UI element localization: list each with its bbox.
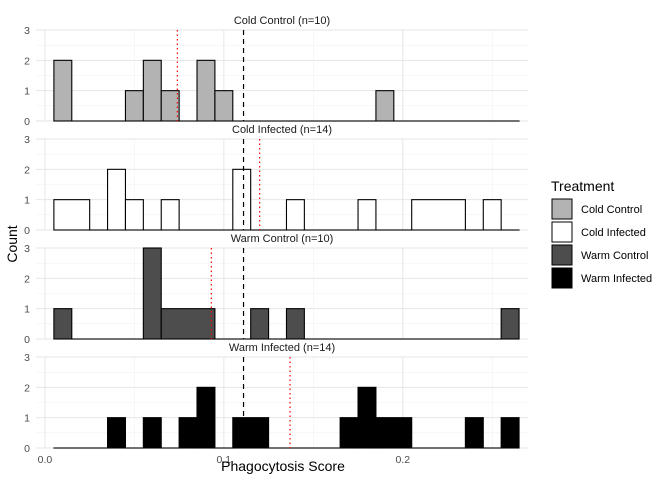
y-tick-label: 2 [24,164,30,176]
y-tick-label: 2 [24,273,30,285]
histogram-bar [339,417,359,449]
y-tick-label: 0 [24,116,30,128]
legend-title: Treatment [551,178,614,194]
legend-label: Cold Control [581,204,642,216]
facet-panel: Warm Infected (n=14) 0 1 2 3 [24,342,528,455]
y-tick-label: 2 [24,382,30,394]
x-axis-title: Phagocytosis Score [221,458,345,474]
y-tick-label: 1 [24,413,30,425]
facet-title: Warm Control (n=10) [231,233,334,245]
histogram-bar [178,417,198,449]
histogram-bar [53,59,73,122]
histogram-bar [285,308,305,340]
histogram-bar [214,90,234,122]
histogram-bar [196,386,216,449]
facet-title: Cold Infected (n=14) [232,124,332,136]
y-tick-label: 2 [24,55,30,67]
histogram-bar [160,199,180,231]
histogram-bar [232,168,252,231]
legend-key [551,244,573,266]
y-tick-label: 3 [24,25,30,37]
histogram-bar [250,308,270,340]
y-tick-label: 3 [24,243,30,255]
facet-panel: Cold Infected (n=14) 0 1 2 3 [24,124,528,237]
y-tick-label: 0 [24,225,30,237]
legend-label: Cold Infected [581,227,646,239]
histogram-bar [500,308,520,340]
y-axis-title: Count [4,225,20,262]
legend-key [551,198,573,220]
facet-title: Cold Control (n=10) [234,15,330,27]
histogram-bar [357,386,377,449]
facet-panel: Cold Control (n=10) 0 1 2 3 [24,15,528,128]
histogram-bar [142,417,162,449]
x-tick-label: 0.0 [38,454,53,466]
x-tick-label: 0.2 [395,454,410,466]
legend-key [551,221,573,243]
histogram-bar [375,417,413,449]
histogram-bar [124,199,144,231]
histogram-bar [196,59,216,122]
histogram-bar [464,417,484,449]
histogram-bar [160,308,216,340]
x-tick-label: 0.1 [217,454,232,466]
x-axis-ticks: 0.0 0.1 0.2 [38,454,411,466]
y-tick-label: 0 [24,443,30,455]
histogram-bar [142,247,162,340]
facet-panel: Warm Control (n=10) 0 1 2 3 [24,233,528,346]
y-tick-label: 1 [24,86,30,98]
histogram-bar [160,90,180,122]
histogram-bar [232,417,270,449]
y-tick-label: 1 [24,195,30,207]
histogram-bar [107,417,127,449]
histogram-bar [482,199,502,231]
histogram-bar [124,90,144,122]
y-tick-label: 3 [24,352,30,364]
histogram-bar [375,90,395,122]
histogram-bar [107,168,127,231]
y-tick-label: 0 [24,334,30,346]
y-tick-label: 1 [24,304,30,316]
y-tick-label: 3 [24,134,30,146]
legend-label: Warm Infected [581,273,652,285]
histogram-bar [53,308,73,340]
facet-title: Warm Infected (n=14) [229,342,335,354]
histogram-bar [285,199,305,231]
legend-label: Warm Control [581,250,648,262]
histogram-bar [411,199,466,231]
legend: Treatment Cold Control Cold Infected Warm … [551,178,652,289]
histogram-bar [53,199,91,231]
histogram-bar [142,59,162,122]
histogram-bar [357,199,377,231]
histogram-bar [500,417,520,449]
legend-key [551,267,573,289]
